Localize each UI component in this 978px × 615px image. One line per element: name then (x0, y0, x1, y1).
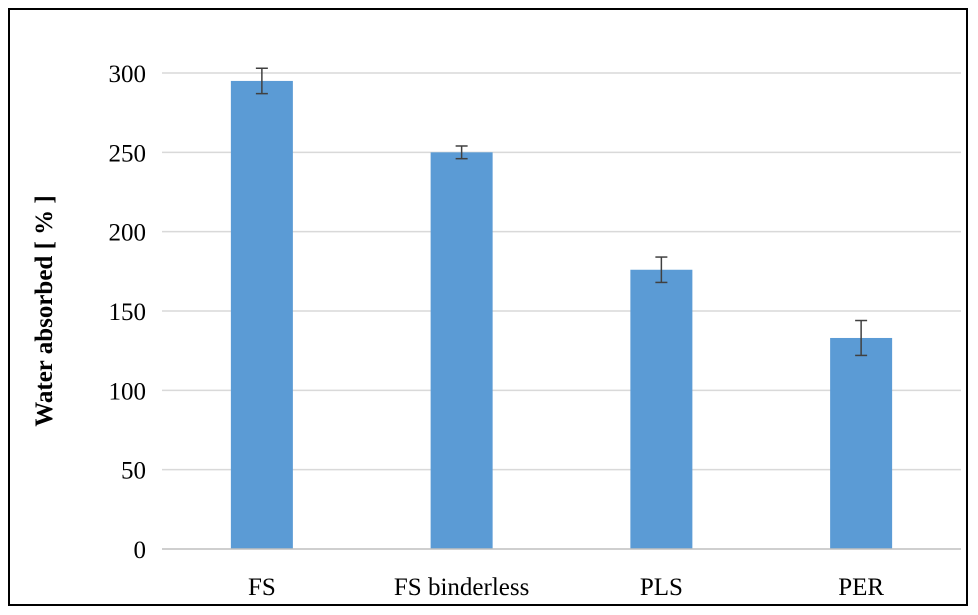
error-bars (255, 67, 868, 357)
x-tick-label: FS (248, 574, 276, 601)
x-tick-label: PER (838, 574, 884, 601)
x-tick-label: FS binderless (394, 574, 529, 601)
y-tick-label: 150 (109, 299, 147, 326)
bar (630, 269, 693, 549)
y-tick-label: 100 (109, 378, 147, 405)
y-tick-label: 50 (121, 458, 146, 485)
y-tick-label: 0 (134, 537, 147, 564)
x-tick-labels: FS FS binderless PLS PER (248, 574, 884, 601)
y-axis-label: Water absorbed [ % ] (31, 195, 58, 426)
y-tick-labels: 0 50 100 150 200 250 300 (109, 61, 147, 564)
bar (230, 80, 293, 549)
x-tick-label: PLS (640, 574, 683, 601)
bar (430, 152, 493, 550)
y-tick-label: 300 (109, 61, 147, 88)
bar (830, 337, 893, 549)
bars (230, 80, 893, 550)
gridlines (162, 72, 961, 471)
y-tick-label: 250 (109, 140, 147, 167)
y-tick-label: 200 (109, 220, 147, 247)
